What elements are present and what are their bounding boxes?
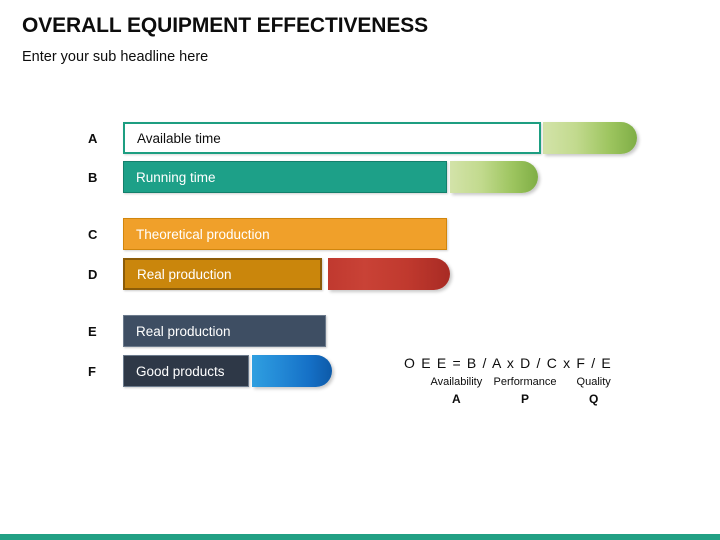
bar-label-c: Theoretical production [136,226,270,242]
term-key-quality: Q [589,392,599,406]
bar-label-e: Real production [136,323,231,339]
bar-label-b: Running time [136,169,216,185]
bar-theoretical-production[interactable]: Theoretical production [123,218,447,250]
oee-term-availability: Availability A [422,376,491,406]
pill-b-green [450,161,538,193]
oee-term-quality: Quality Q [559,376,628,406]
oee-formula-block: O E E = B / A x D / C x F / E Availabili… [388,355,628,406]
row-letter-f: F [88,364,96,379]
oee-term-performance: Performance P [491,376,560,406]
footer-accent-bar [0,534,720,540]
oee-term-list: Availability A Performance P Quality Q [422,376,628,406]
pill-f-blue [252,355,332,387]
bar-real-production-d[interactable]: Real production [123,258,322,290]
bar-available-time[interactable]: Available time [123,122,541,154]
row-letter-c: C [88,227,98,242]
row-letter-d: D [88,267,98,282]
bar-label-a: Available time [137,130,221,146]
bar-label-f: Good products [136,363,225,379]
bar-label-d: Real production [137,266,232,282]
pill-a-green [543,122,637,154]
bar-good-products[interactable]: Good products [123,355,249,387]
term-key-performance: P [521,392,530,406]
term-name-availability: Availability [430,376,483,388]
term-name-quality: Quality [576,376,611,388]
term-key-availability: A [452,392,461,406]
row-letter-b: B [88,170,98,185]
oee-equation: O E E = B / A x D / C x F / E [404,355,612,371]
row-letter-e: E [88,324,97,339]
row-letter-a: A [88,131,98,146]
pill-d-red [328,258,450,290]
page-subtitle: Enter your sub headline here [22,49,209,65]
page-title: OVERALL EQUIPMENT EFFECTIVENESS [22,14,429,37]
bar-real-production-e[interactable]: Real production [123,315,326,347]
term-name-performance: Performance [493,376,557,388]
bar-running-time[interactable]: Running time [123,161,447,193]
